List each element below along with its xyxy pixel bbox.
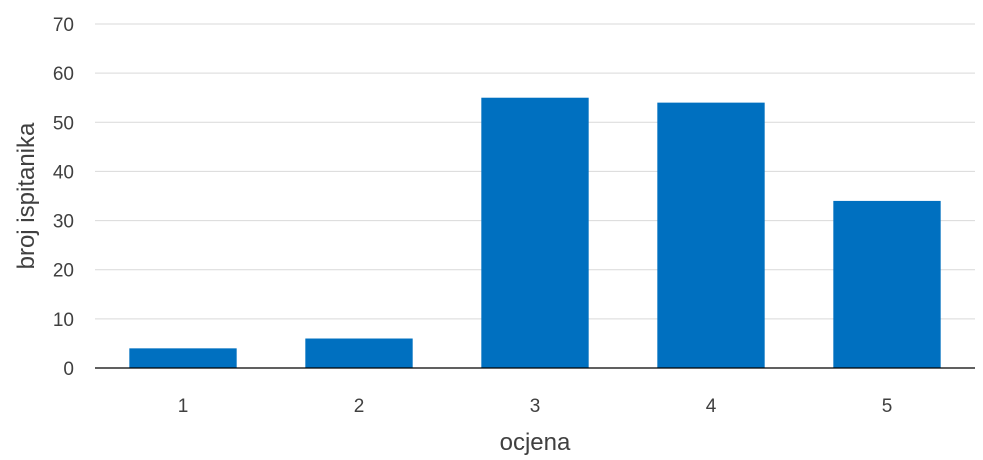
y-axis-title: broj ispitanika [13,122,40,269]
y-tick-label: 70 [53,15,74,36]
bar-2 [305,338,413,368]
x-tick-label: 3 [530,396,541,417]
y-tick-label: 50 [53,113,74,134]
x-tick-label: 1 [178,396,189,417]
y-tick-label: 0 [63,359,74,380]
x-axis-ticks: 1 2 3 4 5 [178,396,893,417]
y-tick-label: 20 [53,261,74,282]
bar-3 [481,97,589,368]
bar-4 [657,102,765,368]
bars [129,97,941,368]
x-tick-label: 5 [882,396,893,417]
y-tick-label: 60 [53,64,74,85]
bar-1 [129,348,237,368]
x-tick-label: 2 [354,396,365,417]
y-tick-label: 40 [53,162,74,183]
x-tick-label: 4 [706,396,717,417]
y-axis-ticks: 0 10 20 30 40 50 60 70 [53,15,74,380]
y-tick-label: 10 [53,310,74,331]
x-axis-title: ocjena [500,429,571,456]
bar-5 [833,200,941,368]
y-tick-label: 30 [53,212,74,233]
